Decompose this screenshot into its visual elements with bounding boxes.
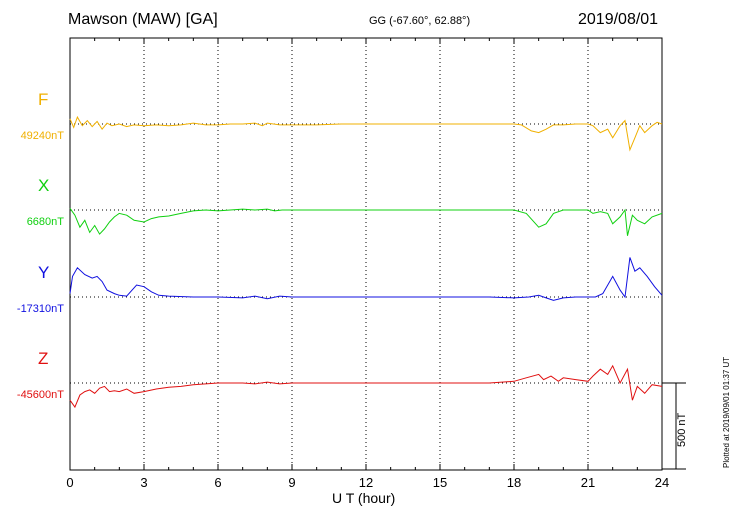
station-title: Mawson (MAW) [GA] [68,11,218,28]
x-tick-label: 12 [359,475,373,490]
x-tick-label: 6 [214,475,221,490]
x-tick-label: 9 [288,475,295,490]
x-tick-label: 0 [66,475,73,490]
x-axis-label: U T (hour) [332,490,396,506]
x-tick-label: 24 [655,475,669,490]
component-label-f: F [38,90,49,109]
baseline-value-f: 49240nT [20,130,64,142]
baseline-value-y: -17310nT [16,303,64,315]
x-tick-label: 18 [507,475,521,490]
chart-date: 2019/08/01 [578,11,659,28]
geographic-coordinates: GG (-67.60°, 62.88°) [369,15,471,27]
trace-y [69,257,663,301]
trace-f [69,115,663,152]
component-label-y: Y [38,263,50,282]
baseline-value-z: -45600nT [16,389,64,401]
component-label-x: X [38,176,50,195]
x-tick-label: 15 [433,475,447,490]
x-tick-label: 21 [581,475,595,490]
plotted-timestamp: Plotted at 2019/09/01 01:37 UT [722,356,730,468]
component-label-z: Z [38,349,49,368]
trace-z [69,364,663,409]
scale-bar-label: 500 nT [676,412,688,447]
baseline-value-x: 6680nT [26,216,64,228]
trace-x [69,208,663,236]
x-tick-label: 3 [140,475,147,490]
